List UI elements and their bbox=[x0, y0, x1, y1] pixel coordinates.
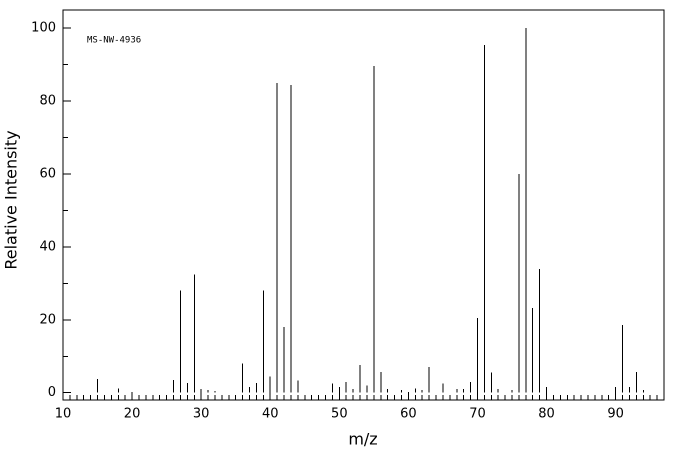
x-tick-label: 50 bbox=[331, 407, 348, 422]
x-tick-label: 60 bbox=[400, 407, 417, 422]
x-axis-title: m/z bbox=[348, 430, 377, 449]
y-tick-label: 80 bbox=[39, 94, 56, 109]
x-tick-label: 30 bbox=[193, 407, 210, 422]
x-tick-label: 70 bbox=[469, 407, 486, 422]
x-tick-label: 10 bbox=[55, 407, 72, 422]
y-tick-label: 100 bbox=[31, 21, 56, 36]
y-axis-title: Relative Intensity bbox=[2, 130, 21, 269]
x-tick-label: 90 bbox=[607, 407, 624, 422]
x-tick-label: 80 bbox=[538, 407, 555, 422]
plot-frame bbox=[62, 9, 665, 401]
y-tick-label: 20 bbox=[39, 312, 56, 327]
y-tick-label: 40 bbox=[39, 239, 56, 254]
x-tick-label: 40 bbox=[262, 407, 279, 422]
x-tick-label: 20 bbox=[124, 407, 141, 422]
y-tick-label: 0 bbox=[48, 385, 56, 400]
annotation: MS-NW-4936 bbox=[87, 36, 141, 46]
y-tick-label: 60 bbox=[39, 167, 56, 182]
